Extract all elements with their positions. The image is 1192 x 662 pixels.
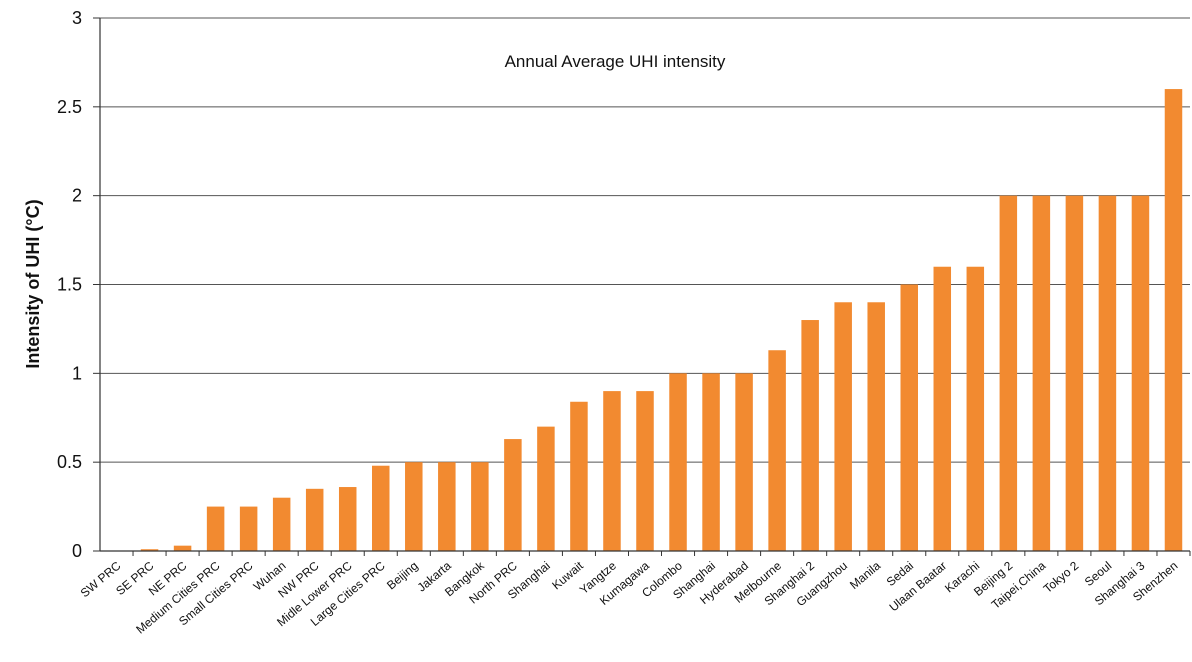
bar — [603, 391, 621, 551]
bar — [438, 462, 456, 551]
bar — [933, 266, 952, 551]
chart-title: Annual Average UHI intensity — [505, 52, 726, 71]
x-category-label: Tokyo 2 — [1041, 558, 1082, 596]
bar — [966, 266, 985, 551]
bar — [1164, 89, 1183, 552]
y-tick-label: 2 — [72, 186, 82, 206]
bar — [1098, 195, 1117, 551]
bar — [1032, 195, 1051, 551]
bar — [504, 439, 522, 551]
bar — [735, 373, 753, 551]
x-category-label: SW PRC — [78, 558, 124, 600]
bar — [405, 462, 423, 551]
bar — [636, 391, 654, 551]
bar — [867, 302, 885, 551]
x-category-label: Manila — [847, 558, 883, 592]
bar — [140, 549, 159, 551]
bar — [206, 506, 225, 551]
bar — [305, 488, 324, 551]
y-axis-label: Intensity of UHI (°C) — [23, 199, 43, 368]
x-category-label: Beijing — [384, 559, 421, 593]
bar — [834, 302, 852, 551]
bar — [768, 350, 786, 551]
y-tick-label: 0 — [72, 541, 82, 561]
bar — [1131, 195, 1150, 551]
bar — [900, 284, 918, 551]
bar — [999, 195, 1018, 551]
bar — [537, 426, 555, 551]
bar — [338, 487, 357, 551]
bar — [702, 373, 720, 551]
y-tick-label: 0.5 — [57, 452, 82, 472]
y-tick-label: 1 — [72, 363, 82, 383]
bar — [372, 465, 390, 551]
bar — [669, 373, 687, 551]
bar — [801, 320, 819, 551]
bar — [570, 401, 588, 551]
bar — [1065, 195, 1084, 551]
bar — [471, 462, 489, 551]
y-tick-label: 1.5 — [57, 275, 82, 295]
bar — [272, 497, 291, 551]
bar — [239, 506, 258, 551]
y-tick-label: 2.5 — [57, 97, 82, 117]
axes — [93, 17, 1191, 556]
y-tick-label: 3 — [72, 8, 82, 28]
y-tick-labels: 0 0.5 1 1.5 2 2.5 3 — [57, 8, 82, 561]
bars — [140, 89, 1183, 552]
bar — [173, 545, 192, 551]
